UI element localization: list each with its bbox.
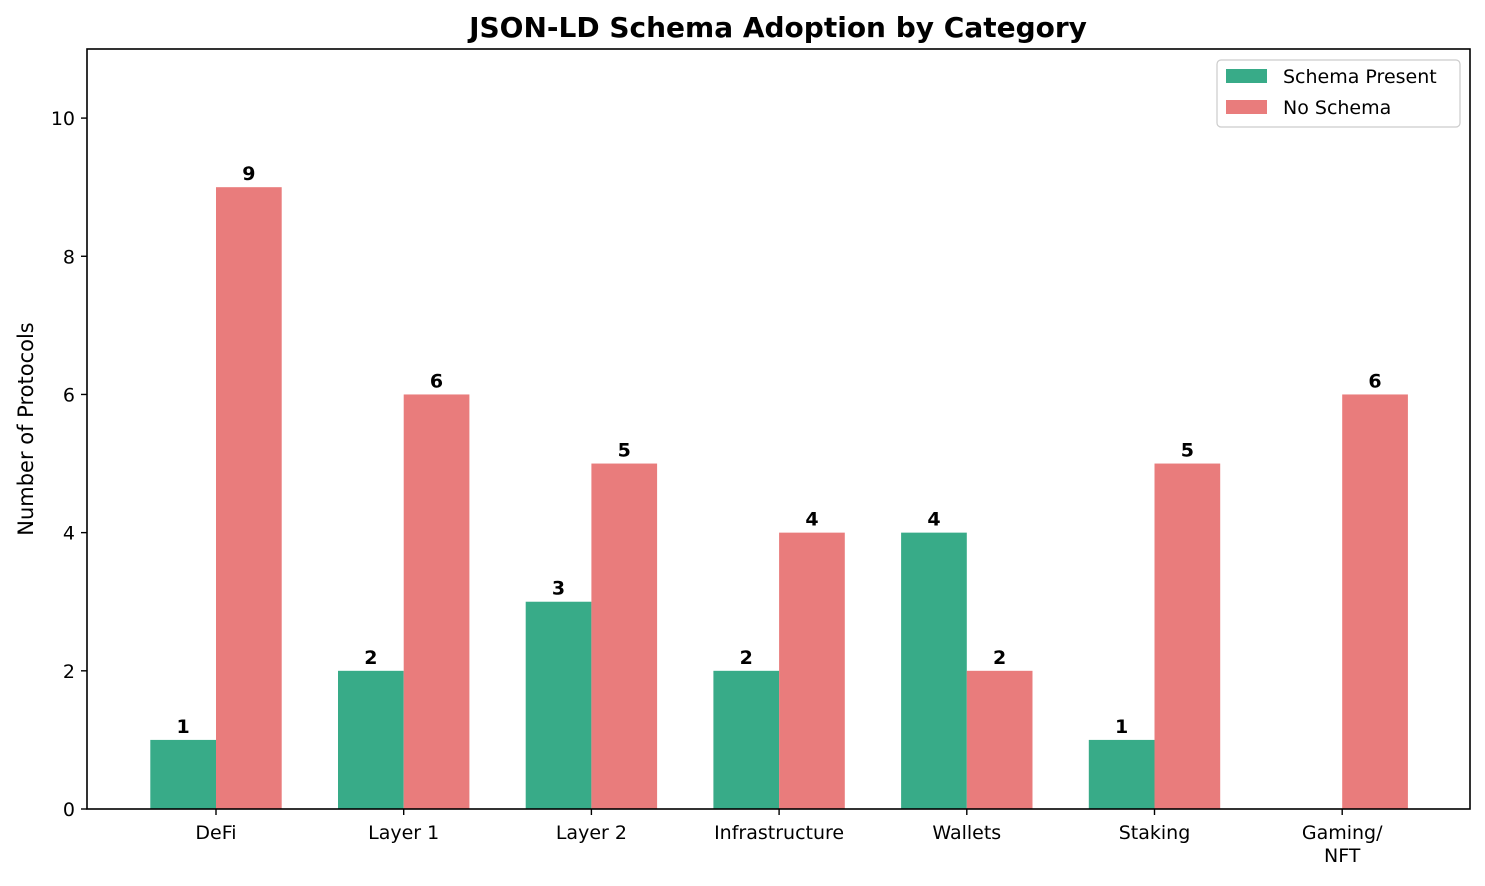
bars-layer — [150, 187, 1408, 809]
x-tick-label: Staking — [1119, 822, 1191, 844]
x-tick-label: Wallets — [932, 822, 1001, 844]
y-axis-label: Number of Protocols — [14, 322, 38, 536]
data-label: 5 — [618, 440, 631, 462]
data-label: 9 — [242, 163, 255, 185]
y-tick-label: 2 — [63, 661, 75, 683]
legend-box — [1216, 59, 1461, 128]
bar-schema-present-2 — [525, 601, 592, 809]
legend-label: Schema Present — [1283, 66, 1437, 88]
data-label: 2 — [993, 647, 1006, 669]
x-tick-label: Gaming/NFT — [1302, 822, 1383, 867]
y-tick-label: 8 — [63, 246, 75, 268]
data-label: 4 — [927, 509, 940, 531]
y-tick-label: 0 — [63, 799, 75, 821]
x-tick-label: Layer 2 — [556, 822, 627, 844]
bar-schema-present-5 — [1088, 739, 1155, 809]
legend-swatch — [1226, 69, 1267, 83]
x-tick-label: Infrastructure — [714, 822, 844, 844]
bar-no-schema-0 — [216, 187, 282, 809]
legend-swatch — [1226, 100, 1267, 114]
data-label: 1 — [177, 716, 190, 738]
data-label: 1 — [1115, 716, 1128, 738]
bar-schema-present-1 — [338, 670, 404, 809]
y-axis: 0 2 4 6 8 10 — [51, 108, 87, 821]
data-label: 6 — [1368, 370, 1381, 392]
bar-no-schema-1 — [403, 394, 470, 809]
data-label: 6 — [430, 370, 443, 392]
y-tick-label: 10 — [51, 108, 75, 130]
data-label: 5 — [1181, 440, 1194, 462]
bar-schema-present-4 — [901, 532, 967, 809]
x-axis: DeFi Layer 1 Layer 2 Infrastructure Wallets S… — [195, 809, 1383, 867]
bar-no-schema-3 — [779, 532, 845, 809]
x-tick-label: Layer 1 — [368, 822, 439, 844]
data-label: 3 — [552, 578, 565, 600]
y-tick-label: 6 — [63, 384, 75, 406]
data-label: 2 — [740, 647, 753, 669]
data-label: 4 — [805, 509, 818, 531]
chart-title: JSON-LD Schema Adoption by Category — [467, 11, 1087, 44]
data-labels-layer: 1 2 3 2 4 1 9 6 5 4 2 5 6 — [177, 163, 1382, 738]
bar-no-schema-6 — [1342, 394, 1408, 809]
bar-no-schema-4 — [966, 670, 1033, 809]
legend-label: No Schema — [1283, 97, 1391, 119]
y-tick-label: 4 — [63, 523, 75, 545]
bar-no-schema-5 — [1154, 463, 1221, 809]
legend: Schema Present No Schema — [1216, 59, 1461, 128]
bar-no-schema-2 — [591, 463, 658, 809]
data-label: 2 — [364, 647, 377, 669]
x-tick-label: DeFi — [195, 822, 236, 844]
bar-schema-present-0 — [150, 739, 216, 809]
bar-schema-present-3 — [713, 670, 780, 809]
